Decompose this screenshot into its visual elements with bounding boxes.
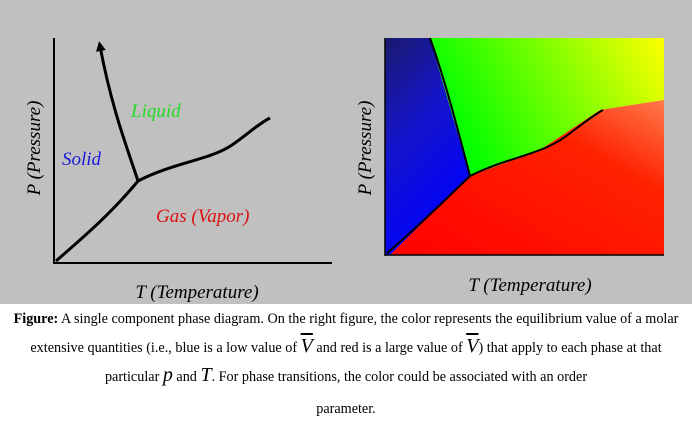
symbol-molar-volume-2: V — [466, 335, 479, 357]
right-y-axis-label: P (Pressure) — [355, 101, 376, 197]
caption-text-5: . For phase transitions, the color could… — [211, 369, 588, 385]
symbol-pressure: p — [162, 364, 173, 386]
symbol-temperature: T — [200, 364, 212, 386]
left-y-axis-label: P (Pressure) — [24, 101, 45, 197]
label-liquid: Liquid — [130, 101, 181, 122]
left-x-axis-label: T (Temperature) — [135, 282, 258, 303]
label-gas: Gas (Vapor) — [156, 206, 249, 227]
symbol-molar-volume: V — [300, 335, 313, 357]
caption-text-2: and red is a large value of — [312, 340, 467, 356]
liquid-region — [430, 38, 664, 176]
sublimation-curve — [55, 180, 140, 263]
right-vaporization-curve — [469, 109, 604, 177]
right-sublimation-curve — [386, 175, 471, 254]
gas-region — [390, 100, 664, 255]
melting-curve — [96, 41, 140, 182]
solid-region — [385, 38, 470, 255]
caption-label: Figure: — [13, 311, 59, 327]
figure-panel: Solid Liquid Gas (Vapor) P (Pressure) T … — [0, 0, 692, 304]
caption-text-1: A single component phase diagram. On the… — [30, 311, 679, 356]
caption-text-3: ) that apply to each phase at that parti… — [104, 340, 662, 385]
right-melting-curve — [429, 37, 471, 177]
label-solid: Solid — [62, 149, 102, 170]
left-phase-diagram: Solid Liquid Gas (Vapor) P (Pressure) T … — [24, 38, 332, 303]
caption-text-6: parameter. — [316, 401, 376, 417]
right-x-axis-label: T (Temperature) — [468, 275, 591, 296]
phase-diagrams: Solid Liquid Gas (Vapor) P (Pressure) T … — [24, 37, 664, 303]
vaporization-curve — [137, 116, 271, 183]
right-phase-diagram: P (Pressure) T (Temperature) — [355, 37, 664, 296]
caption-text-4: and — [172, 369, 201, 385]
figure-caption: Figure: A single component phase diagram… — [4, 306, 688, 423]
